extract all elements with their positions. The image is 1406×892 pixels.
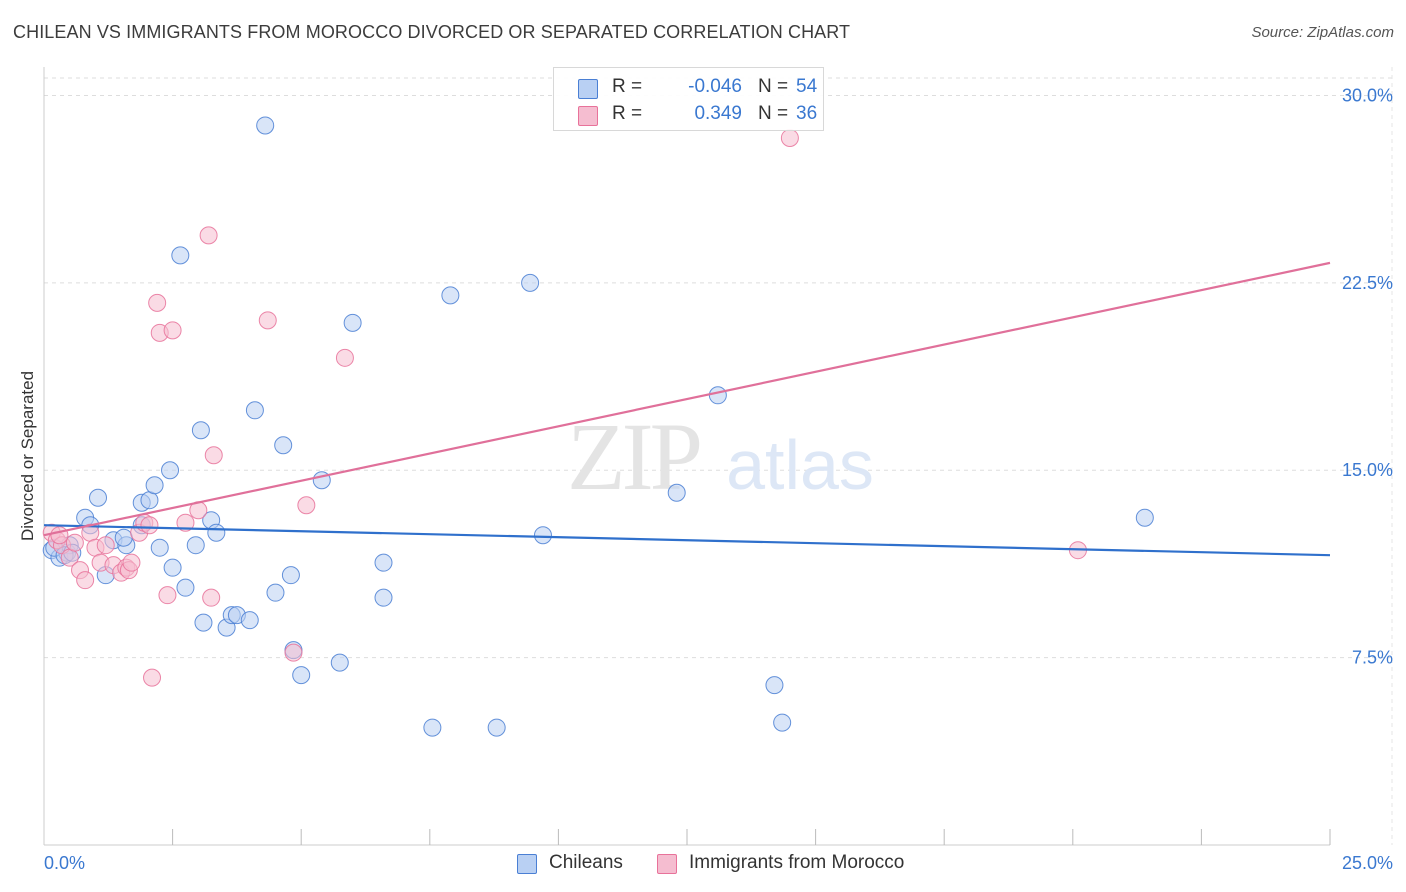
y-axis-label: Divorced or Separated [18,371,37,541]
data-points [42,116,1154,737]
point-chileans [114,528,133,547]
point-morocco [65,533,84,552]
legend-r-value: 0.349 [694,103,742,124]
point-morocco [96,536,115,555]
point-chileans [423,718,442,737]
point-chileans [186,536,205,555]
point-chileans [292,666,311,685]
point-morocco [163,321,182,340]
trend-line-morocco [43,261,1331,537]
legend-r-label: R = [612,76,643,97]
tick-labels: 7.5% 15.0% 22.5% 30.0% 0.0% 25.0% [44,85,1393,873]
point-chileans [521,273,540,292]
watermark-atlas: atlas [726,426,874,504]
point-chileans [150,538,169,557]
x-tick-label: 0.0% [44,853,85,873]
legend-n-value: 36 [796,103,818,124]
point-morocco [335,348,354,367]
point-chileans [191,421,210,440]
legend-r-value: -0.046 [688,76,742,97]
legend-swatch-chileans [578,79,598,99]
legend-label-morocco: Immigrants from Morocco [689,852,905,873]
point-chileans [1135,508,1154,527]
point-morocco [176,513,195,532]
point-morocco [122,553,141,572]
point-morocco [780,128,799,147]
point-chileans [441,286,460,305]
point-chileans [343,313,362,332]
point-chileans [240,611,259,630]
point-chileans [161,461,180,480]
point-morocco [50,526,69,545]
point-chileans [171,246,190,265]
correlation-legend: R = -0.046 N = 54 R = 0.349 N = 36 [553,67,824,131]
gridlines [44,77,1392,659]
point-chileans [207,523,226,542]
point-chileans [708,386,727,405]
point-morocco [76,571,95,590]
point-chileans [374,553,393,572]
x-tick-label: 25.0% [1342,853,1393,873]
point-chileans [145,476,164,495]
trend-line-chileans [43,524,1331,557]
point-morocco [202,588,221,607]
y-tick-label: 30.0% [1342,85,1393,105]
y-tick-label: 15.0% [1342,460,1393,480]
y-tick-label: 7.5% [1352,648,1393,668]
point-chileans [274,436,293,455]
legend-r-label: R = [612,103,643,124]
point-morocco [297,496,316,515]
point-chileans [163,558,182,577]
point-morocco [143,668,162,687]
point-morocco [258,311,277,330]
point-chileans [533,526,552,545]
legend-n-label: N = [758,103,789,124]
point-morocco [284,643,303,662]
legend-swatch-morocco [578,106,598,126]
legend-n-value: 54 [796,76,818,97]
legend-swatch-morocco [657,854,677,874]
point-chileans [667,483,686,502]
legend-label-chileans: Chileans [549,852,623,873]
watermark: ZIP atlas [567,403,874,510]
point-chileans [176,578,195,597]
point-chileans [374,588,393,607]
legend-swatch-chileans [517,854,537,874]
chart-title: CHILEAN VS IMMIGRANTS FROM MOROCCO DIVOR… [13,22,851,42]
point-chileans [773,713,792,732]
point-morocco [148,293,167,312]
point-chileans [140,491,159,510]
point-chileans [256,116,275,135]
point-morocco [204,446,223,465]
point-chileans [330,653,349,672]
axes [43,67,1393,846]
legend-n-label: N = [758,76,789,97]
point-chileans [266,583,285,602]
source-label: Source: ZipAtlas.com [1251,24,1394,41]
trend-lines [43,261,1331,557]
point-chileans [245,401,264,420]
y-tick-label: 22.5% [1342,273,1393,293]
point-chileans [89,488,108,507]
point-chileans [765,676,784,695]
point-chileans [194,613,213,632]
point-morocco [199,226,218,245]
point-morocco [158,586,177,605]
point-morocco [140,516,159,535]
point-chileans [281,566,300,585]
point-chileans [487,718,506,737]
